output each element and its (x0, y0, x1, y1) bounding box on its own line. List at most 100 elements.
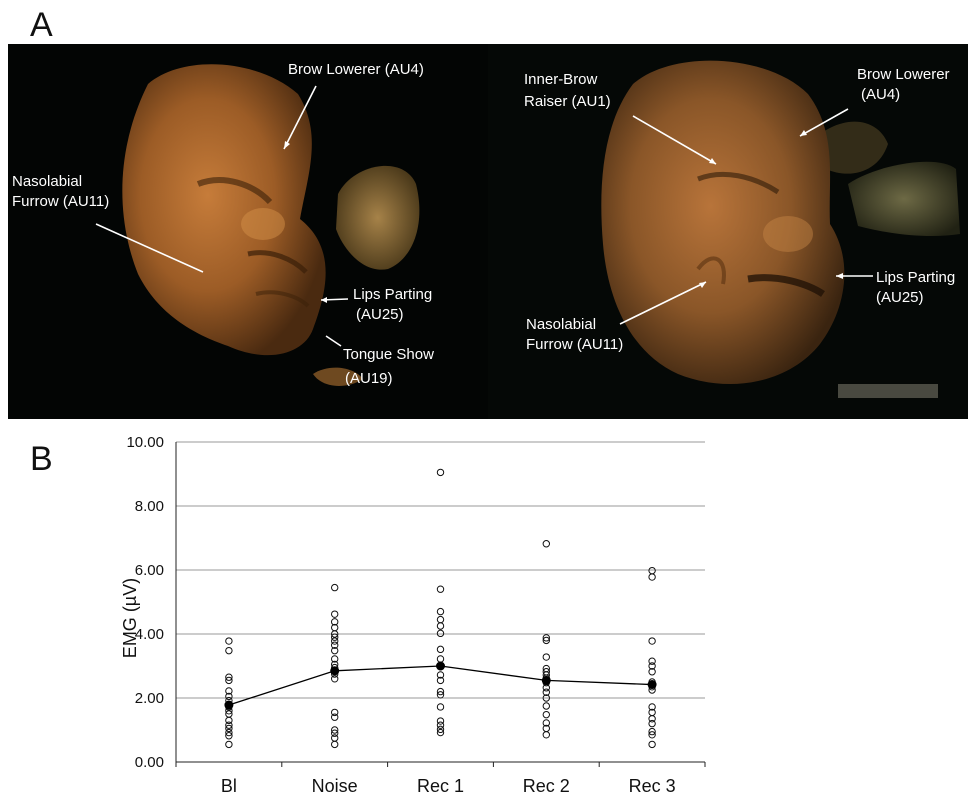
data-point (331, 740, 339, 749)
data-point (331, 630, 339, 638)
grid-lines (175, 441, 705, 763)
data-point (436, 721, 445, 729)
y-tick-label: 10.00 (126, 434, 164, 451)
data-point (436, 585, 445, 593)
data-point (436, 703, 445, 711)
data-point (436, 671, 445, 679)
left-annotation-lips-line2: (AU25) (356, 306, 404, 323)
data-point (648, 657, 656, 665)
data-point (331, 675, 339, 683)
data-point (225, 721, 233, 729)
data-point (331, 633, 339, 641)
mean-point (436, 661, 445, 671)
right-annotation-brow-line1: Brow Lowerer (857, 66, 950, 83)
y-tick-label: 4.00 (135, 626, 164, 643)
x-tick-label: Bl (221, 776, 237, 796)
data-point (331, 641, 339, 649)
right-annotation-inner-brow-line2: Raiser (AU1) (524, 93, 611, 110)
right-annotation-lips-line2: (AU25) (876, 289, 924, 306)
data-point (648, 662, 656, 670)
x-tick-label: Rec 2 (523, 776, 570, 796)
y-tick-label: 8.00 (135, 498, 164, 515)
y-tick-label: 0.00 (135, 754, 164, 771)
left-annotation-brow-lowerer: Brow Lowerer (AU4) (288, 61, 424, 78)
data-point (436, 645, 445, 654)
data-point (436, 607, 445, 616)
panel-label-b: B (30, 440, 53, 478)
data-point (542, 694, 550, 702)
x-tick-label: Noise (312, 776, 358, 796)
data-point (542, 653, 550, 661)
right-annotation-brow-line2: (AU4) (861, 86, 900, 103)
y-tick-label: 2.00 (135, 690, 164, 707)
data-point (225, 740, 233, 749)
data-point (225, 673, 233, 681)
data-point (225, 716, 233, 725)
data-point (648, 566, 656, 575)
emg-scatter-chart: EMG (µV) 0.00 2.00 4.00 6.00 8.00 10.00 Bl Noi… (120, 434, 706, 796)
data-point (225, 646, 233, 655)
data-point (225, 676, 233, 685)
left-annotation-lips-line1: Lips Parting (353, 286, 432, 303)
data-point (436, 687, 445, 696)
data-point (436, 676, 445, 685)
left-fetal-face-image: Brow Lowerer (AU4) Nasolabial Furrow (AU… (8, 44, 488, 419)
data-point (542, 688, 550, 696)
data-point (436, 468, 445, 477)
right-annotation-inner-brow-line1: Inner-Brow (524, 71, 598, 88)
mean-point (330, 666, 340, 676)
y-tick-labels: 0.00 2.00 4.00 6.00 8.00 10.00 (126, 434, 164, 771)
data-point (436, 725, 445, 734)
data-point (542, 719, 550, 727)
data-point (331, 655, 339, 663)
right-annotation-nasolabial-line2: Furrow (AU11) (526, 336, 623, 353)
data-point (648, 740, 656, 749)
left-annotation-tongue-line2: (AU19) (345, 370, 393, 387)
left-annotation-tongue-line1: Tongue Show (343, 346, 434, 363)
left-annotation-arrows (95, 85, 349, 347)
y-axis-label: EMG (µV) (120, 578, 140, 658)
data-point (225, 687, 233, 695)
data-point (436, 717, 445, 725)
left-annotation-nasolabial-line1: Nasolabial (12, 173, 82, 190)
data-point (331, 618, 339, 626)
data-point (542, 702, 550, 710)
data-point (648, 719, 656, 728)
data-point (331, 637, 339, 645)
data-point (225, 732, 233, 740)
data-point (542, 710, 550, 719)
data-point (331, 708, 339, 717)
data-point (436, 655, 445, 663)
data-point (542, 731, 550, 739)
data-point (648, 715, 656, 723)
data-point (225, 637, 233, 645)
data-point (648, 727, 656, 736)
x-tick-label: Rec 3 (629, 776, 676, 796)
data-point (648, 731, 656, 739)
left-annotation-nasolabial-line2: Furrow (AU11) (12, 193, 109, 210)
data-point (225, 728, 233, 737)
mean-series (224, 661, 657, 710)
panel-label-a: A (30, 6, 53, 44)
data-point (331, 610, 339, 618)
data-point (648, 668, 656, 676)
data-point (648, 703, 656, 711)
mean-point (541, 675, 551, 685)
right-annotation-nasolabial-line1: Nasolabial (526, 316, 596, 333)
data-point (331, 646, 339, 655)
data-point (331, 726, 339, 734)
data-points (225, 468, 656, 749)
x-tick-label: Rec 1 (417, 776, 464, 796)
data-point (542, 634, 550, 642)
x-tick-labels: Bl Noise Rec 1 Rec 2 Rec 3 (175, 762, 706, 796)
data-point (436, 629, 445, 638)
data-point (331, 583, 339, 592)
data-point (331, 734, 339, 742)
right-annotation-lips-line1: Lips Parting (876, 269, 955, 286)
mean-point (647, 680, 657, 690)
data-point (648, 573, 656, 581)
data-point (225, 692, 233, 701)
data-point (331, 713, 339, 721)
fetal-4d-ultrasound-images: Brow Lowerer (AU4) Nasolabial Furrow (AU… (8, 44, 968, 419)
data-point (542, 636, 550, 645)
